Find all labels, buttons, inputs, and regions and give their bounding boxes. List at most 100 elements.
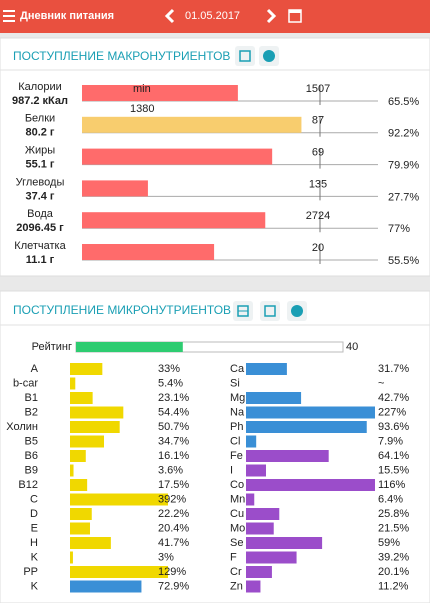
micro-value: 3.6% xyxy=(158,464,183,476)
percent-label: 27.7% xyxy=(388,191,419,203)
micro-bar xyxy=(246,392,302,404)
micro-value: 16.1% xyxy=(158,450,189,462)
micro-name: Ph xyxy=(230,421,243,433)
micro-value: 50.7% xyxy=(158,421,189,433)
micro-name: I xyxy=(230,464,233,476)
macro-title: ПОСТУПЛЕНИЕ МАКРОНУТРИЕНТОВ xyxy=(13,49,230,63)
micro-bar xyxy=(70,392,93,404)
micro-name: B6 xyxy=(25,450,38,462)
micro-bar xyxy=(246,450,329,462)
micro-value: ~ xyxy=(378,377,384,389)
micro-bar xyxy=(246,479,375,491)
macro-bar xyxy=(82,212,266,229)
micro-bar xyxy=(246,363,287,375)
micro-bar xyxy=(70,522,90,535)
micro-name: Fe xyxy=(230,450,243,462)
micro-value: 41.7% xyxy=(158,537,189,549)
micro-value: 64.1% xyxy=(378,450,409,462)
micro-name: Cr xyxy=(230,566,242,578)
micro-name: F xyxy=(230,551,237,563)
micro-name: Mn xyxy=(230,493,245,505)
micro-name: B2 xyxy=(25,406,38,418)
micro-name: Zn xyxy=(230,580,243,592)
macro-help-button[interactable] xyxy=(259,46,279,66)
nutrient-name: Калории xyxy=(18,81,62,93)
micro-value: 17.5% xyxy=(158,479,189,491)
micro-bar xyxy=(246,522,274,535)
nutrient-amount: 11.1 г xyxy=(26,254,55,266)
rating-label: Рейтинг xyxy=(32,341,72,353)
micro-value: 39.2% xyxy=(378,551,409,563)
micro-value: 392% xyxy=(158,493,186,505)
micro-name: H xyxy=(30,537,38,549)
micro-help-button[interactable] xyxy=(287,301,307,321)
micro-bar xyxy=(70,464,74,477)
micro-name: Cl xyxy=(230,435,240,447)
macro-bar xyxy=(82,85,238,101)
micro-calendar-button[interactable] xyxy=(260,301,280,321)
percent-label: 79.9% xyxy=(388,160,419,172)
micro-name: B9 xyxy=(25,464,38,476)
percent-label: 65.5% xyxy=(388,96,419,108)
micro-value: 93.6% xyxy=(378,421,409,433)
micro-value: 34.7% xyxy=(158,435,189,447)
calendar-button[interactable] xyxy=(288,9,302,23)
nutrient-name: Клетчатка xyxy=(14,240,66,252)
micro-bar xyxy=(246,537,323,549)
micro-name: C xyxy=(30,493,38,505)
micro-bar xyxy=(70,435,105,448)
micro-value: 7.9% xyxy=(378,435,403,447)
percent-label: 55.5% xyxy=(388,255,419,267)
micro-bar xyxy=(246,566,272,578)
percent-label: 77% xyxy=(388,223,410,235)
micro-name: PP xyxy=(23,566,38,578)
micro-bar xyxy=(70,551,73,564)
norm-label: 87 xyxy=(312,115,324,127)
micro-value: 22.2% xyxy=(158,508,189,520)
micro-bar xyxy=(70,450,86,462)
micro-name: D xyxy=(30,508,38,520)
micro-panel xyxy=(0,290,430,603)
micro-value: 23.1% xyxy=(158,392,189,404)
micro-name: A xyxy=(31,363,39,375)
micro-name: b-car xyxy=(13,377,38,389)
micro-name: E xyxy=(31,522,38,534)
micro-name: Ca xyxy=(230,363,245,375)
micro-table-button[interactable] xyxy=(233,301,253,321)
macro-bar xyxy=(82,148,273,165)
header-bar xyxy=(0,0,430,33)
macro-bar xyxy=(82,180,148,197)
micro-bar xyxy=(70,537,111,549)
micro-value: 59% xyxy=(378,537,400,549)
micro-name: Холин xyxy=(6,421,38,433)
micro-name: B5 xyxy=(25,435,38,447)
nutrient-amount: 55.1 г xyxy=(25,159,54,171)
norm-label: 135 xyxy=(309,178,327,190)
nutrient-name: Вода xyxy=(27,208,54,220)
menu-icon[interactable] xyxy=(3,10,15,22)
micro-bar xyxy=(70,406,124,419)
micro-value: 33% xyxy=(158,363,180,375)
micro-bar xyxy=(246,551,297,564)
macro-calendar-button[interactable] xyxy=(235,46,255,66)
micro-value: 5.4% xyxy=(158,377,183,389)
next-day[interactable] xyxy=(266,8,277,24)
prev-day[interactable] xyxy=(164,8,175,24)
norm-label: 20 xyxy=(312,242,324,254)
micro-value: 15.5% xyxy=(378,464,409,476)
micro-name: K xyxy=(31,580,39,592)
micro-value: 31.7% xyxy=(378,363,409,375)
app-title: Дневник питания xyxy=(20,10,114,22)
nutrient-amount: 2096.45 г xyxy=(16,222,64,234)
micro-name: K xyxy=(31,551,39,563)
min-label: min xyxy=(133,83,151,95)
micro-bar xyxy=(70,566,168,578)
micro-bar xyxy=(70,493,168,506)
micro-name: Mg xyxy=(230,392,245,404)
micro-bar xyxy=(246,508,280,520)
date[interactable]: 01.05.2017 xyxy=(185,10,240,22)
macro-bar xyxy=(82,116,302,133)
micro-name: Co xyxy=(230,479,244,491)
nutrient-amount: 80.2 г xyxy=(25,127,54,139)
